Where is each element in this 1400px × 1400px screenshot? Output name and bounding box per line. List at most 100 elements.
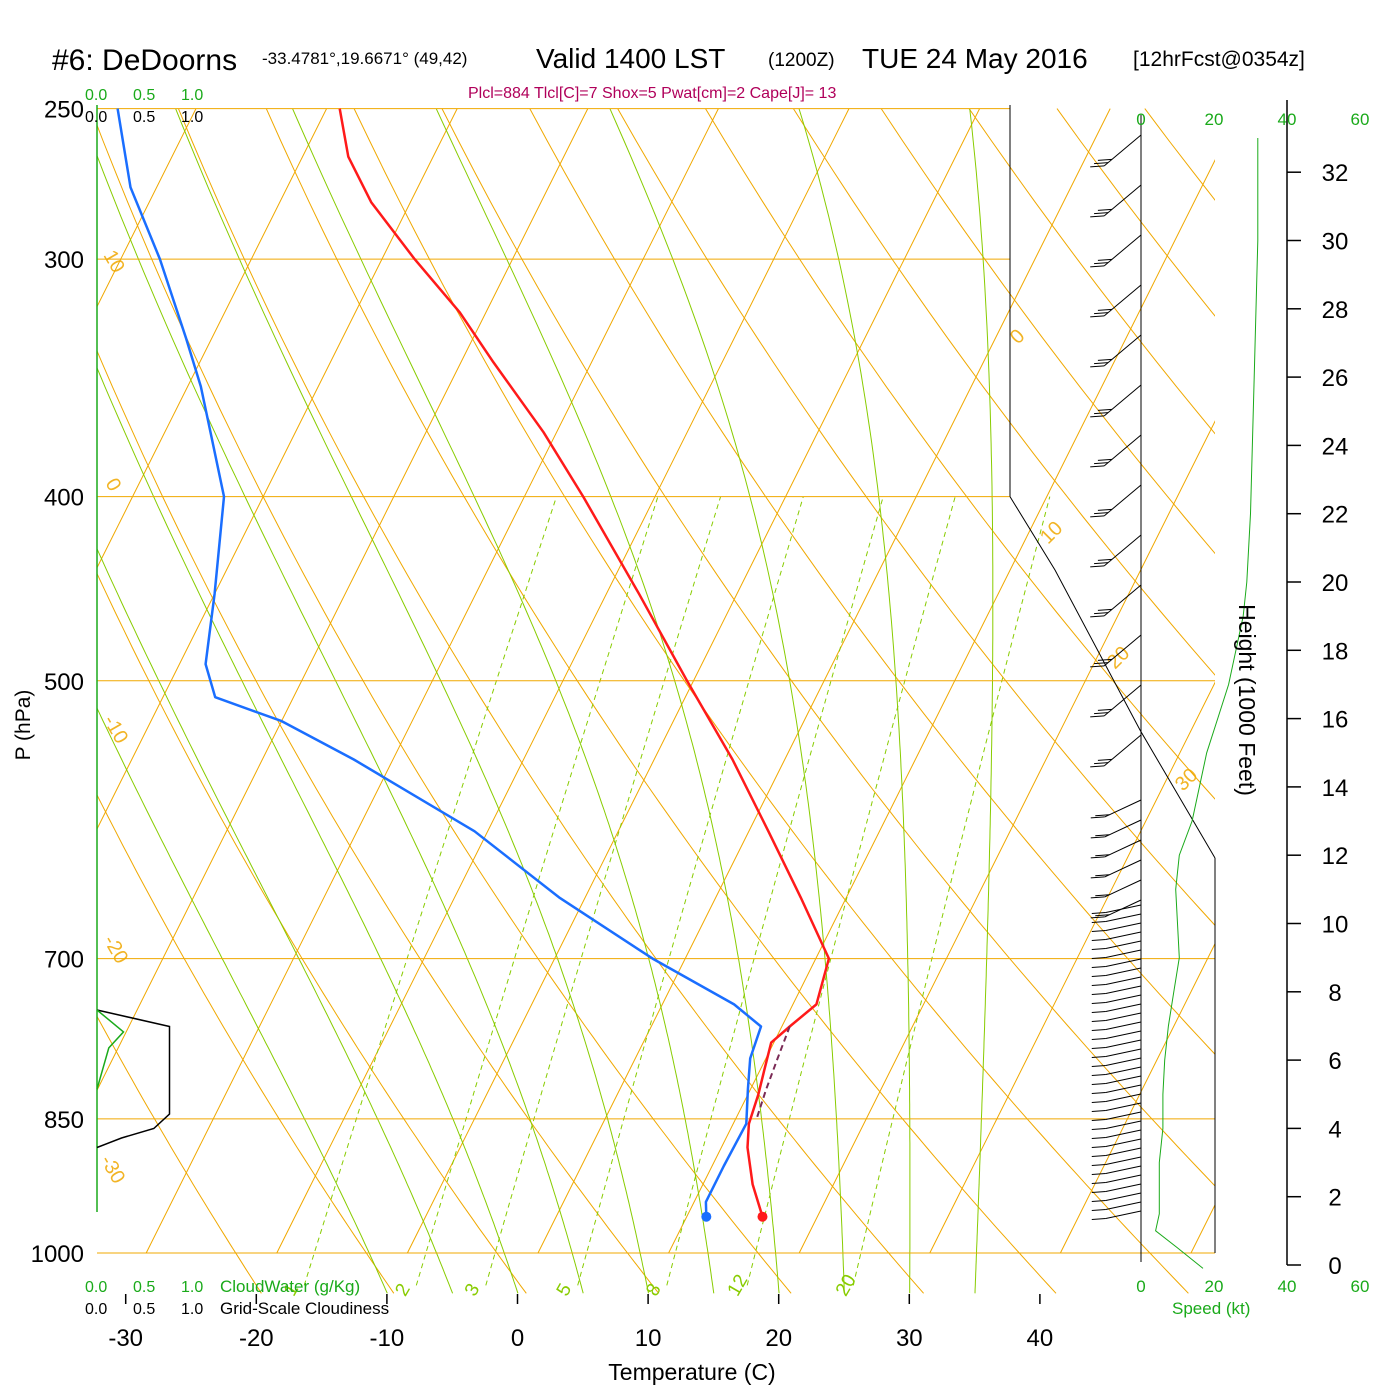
- mixing-ratio-line: [485, 496, 722, 1286]
- wind-barb-feather: [1091, 938, 1106, 941]
- pressure-tick-label: 700: [44, 947, 84, 974]
- cloudwater-label: CloudWater (g/Kg): [220, 1277, 360, 1296]
- wind-barb-feather: [1090, 465, 1105, 468]
- wind-barb-feather: [1094, 212, 1109, 215]
- wind-speed-scale-top: 40: [1278, 110, 1297, 129]
- dry-adiabat: [441, 108, 1215, 1187]
- temperature-tick-label: 10: [635, 1325, 662, 1352]
- wind-speed-label: Speed (kt): [1172, 1299, 1250, 1318]
- cloudiness-scale-top: 1.0: [181, 109, 203, 126]
- wind-barbs: [1090, 134, 1142, 1220]
- wind-barb-staff: [1103, 284, 1142, 317]
- isobar-lines: 1000 850 700 500 400 300 250: [31, 97, 1215, 1268]
- isotherm-label: -30: [96, 1152, 130, 1188]
- isotherm-line: [929, 681, 1215, 1254]
- cloudwater-scale-top: 0.5: [133, 87, 155, 104]
- forecast-info: [12hrFcst@0354z]: [1133, 48, 1305, 71]
- wind-barb-feather: [1090, 856, 1105, 859]
- wind-barb-feather: [1094, 662, 1109, 665]
- stability-indices: Plcl=884 Tlcl[C]=7 Shox=5 Pwat[cm]=2 Cap…: [468, 85, 836, 102]
- moist-adiabat: [969, 108, 994, 1294]
- wind-barb-feather: [1097, 608, 1112, 611]
- wind-barb-staff: [1105, 1093, 1142, 1102]
- wind-barb-staff: [1105, 913, 1142, 922]
- wind-barb-feather: [1097, 208, 1112, 211]
- dry-adiabat: [1144, 108, 1215, 201]
- cloudwater-scale-top: 0.0: [85, 87, 107, 104]
- height-tick-label: 18: [1322, 638, 1349, 665]
- wind-barb-feather: [1097, 258, 1112, 261]
- wind-barb-staff: [1104, 799, 1142, 818]
- temperature-tick-label: 20: [765, 1325, 792, 1352]
- wind-barb-feather: [1091, 1127, 1106, 1130]
- wind-speed-scale-top: 0: [1136, 110, 1145, 129]
- wind-barb-feather: [1091, 920, 1106, 923]
- wind-barb-feather: [1091, 1181, 1106, 1184]
- pressure-tick-label: 400: [44, 485, 84, 512]
- height-tick-label: 32: [1322, 160, 1349, 187]
- wind-barb-staff: [1103, 234, 1142, 267]
- wind-speed-scale-bottom: 40: [1278, 1277, 1297, 1296]
- wind-barb-staff: [1105, 985, 1142, 994]
- wind-barb-feather: [1097, 708, 1112, 711]
- height-tick-label: 8: [1328, 980, 1341, 1007]
- wind-barb-staff: [1103, 484, 1142, 517]
- height-tick-label: 4: [1328, 1116, 1341, 1143]
- wind-barb-feather: [1091, 1073, 1106, 1076]
- dry-adiabat: [97, 349, 660, 1294]
- dry-adiabat: [880, 108, 1215, 555]
- wind-barb-staff: [1103, 184, 1142, 217]
- moist-adiabat: [97, 366, 519, 1294]
- cloudwater-scale-bottom: 0.0: [85, 1279, 107, 1296]
- wind-barb-staff: [1103, 534, 1142, 567]
- wind-barb-feather: [1097, 658, 1112, 661]
- wind-speed-profile: [1155, 138, 1259, 1269]
- wind-barb-feather: [1091, 1172, 1106, 1175]
- wind-barb-feather: [1090, 415, 1105, 418]
- wind-barb-staff: [1105, 1048, 1142, 1057]
- height-tick-label: 12: [1322, 843, 1349, 870]
- wind-barb-feather: [1090, 816, 1105, 819]
- cloudwater-scale-bottom: 0.5: [133, 1279, 155, 1296]
- height-tick-label: 22: [1322, 502, 1349, 529]
- wind-barb-staff: [1105, 976, 1142, 985]
- wind-barb-staff: [1105, 1138, 1142, 1147]
- wind-barb-feather: [1091, 1154, 1106, 1157]
- wind-barb-feather: [1090, 896, 1105, 899]
- dry-adiabat: [97, 572, 527, 1294]
- height-tick-label: 10: [1322, 912, 1349, 939]
- sounding-traces: [116, 108, 831, 1222]
- plot-border: [96, 105, 1216, 1262]
- wind-barb-feather: [1091, 947, 1106, 950]
- cloudwater-line: [96, 1009, 125, 1090]
- moist-adiabat: [798, 108, 911, 1294]
- wind-barb-feather: [1094, 712, 1109, 715]
- wind-barb-staff: [1105, 1192, 1142, 1201]
- wind-barb-feather: [1094, 362, 1109, 365]
- mixing-ratio-label: 20: [832, 1271, 861, 1300]
- cloudiness-line: [96, 1009, 171, 1149]
- wind-barb-staff: [1105, 1147, 1142, 1156]
- dry-adiabat: [265, 108, 1057, 1294]
- moist-adiabat: [435, 108, 780, 1294]
- wind-barb-feather: [1091, 1064, 1106, 1067]
- wind-barb-feather: [1091, 1010, 1106, 1013]
- moist-adiabat: [292, 108, 715, 1294]
- wind-barb-staff: [1103, 384, 1142, 417]
- wind-barb-feather: [1097, 158, 1112, 161]
- cloudiness-scale-bottom: 1.0: [181, 1301, 203, 1318]
- pressure-tick-label: 850: [44, 1107, 84, 1134]
- dry-adiabat: [792, 108, 1215, 676]
- wind-barb-feather: [1091, 1055, 1106, 1058]
- wind-barb-staff: [1103, 634, 1142, 667]
- dry-adiabat: [353, 108, 1189, 1294]
- cloudiness-scale-bottom: 0.5: [133, 1301, 155, 1318]
- station-title: #6: DeDoorns: [52, 44, 237, 77]
- wind-barb-staff: [1105, 1102, 1142, 1111]
- wind-barb-feather: [1094, 412, 1109, 415]
- moist-adiabat: [175, 108, 649, 1294]
- dry-adiabat: [1056, 108, 1215, 317]
- moist-adiabat: [97, 706, 388, 1294]
- wind-barb-feather: [1097, 458, 1112, 461]
- wind-barb-staff: [1103, 134, 1142, 167]
